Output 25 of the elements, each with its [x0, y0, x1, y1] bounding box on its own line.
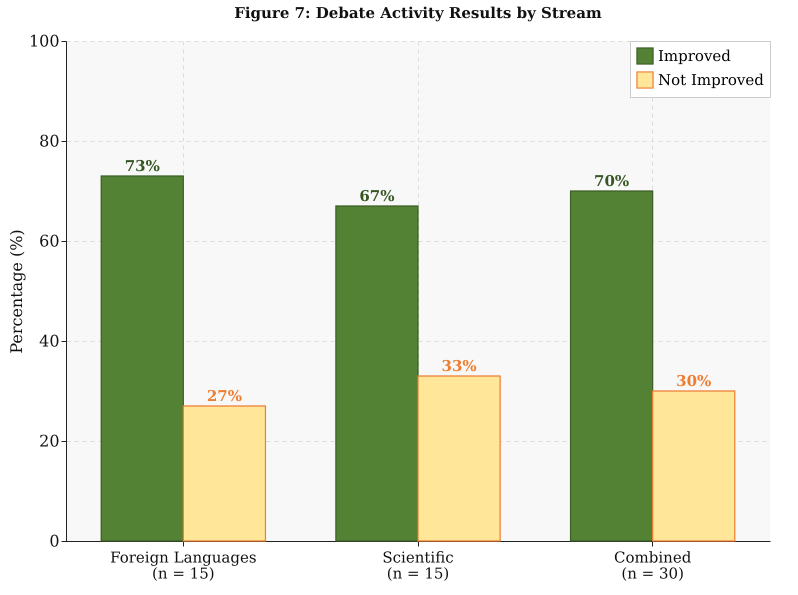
bar [417, 375, 501, 542]
x-tick-label: Scientific (n = 15) [382, 548, 454, 582]
data-label: 30% [676, 372, 712, 390]
y-tick-label: 60 [39, 232, 60, 250]
x-tick-label: Combined (n = 30) [614, 548, 692, 582]
data-label: 70% [594, 172, 630, 190]
bar [100, 175, 184, 542]
data-label: 67% [359, 187, 395, 205]
y-axis-title: Percentage (%) [6, 229, 26, 354]
legend-label: Not Improved [658, 71, 764, 89]
chart-title: Figure 7: Debate Activity Results by Stream [234, 4, 602, 22]
bar [652, 390, 736, 542]
y-tick-label: 0 [49, 532, 60, 550]
x-tick-label: Foreign Languages (n = 15) [110, 548, 257, 582]
data-label: 33% [441, 357, 477, 375]
y-tick-label: 100 [28, 32, 60, 50]
bar [182, 405, 266, 542]
y-tick-label: 20 [39, 432, 60, 450]
y-tick-label: 80 [39, 132, 60, 150]
data-label: 73% [124, 157, 160, 175]
bar [570, 190, 654, 542]
legend-label: Improved [658, 47, 732, 65]
data-label: 27% [206, 387, 242, 405]
bar [335, 205, 419, 542]
y-tick-label: 40 [39, 332, 60, 350]
